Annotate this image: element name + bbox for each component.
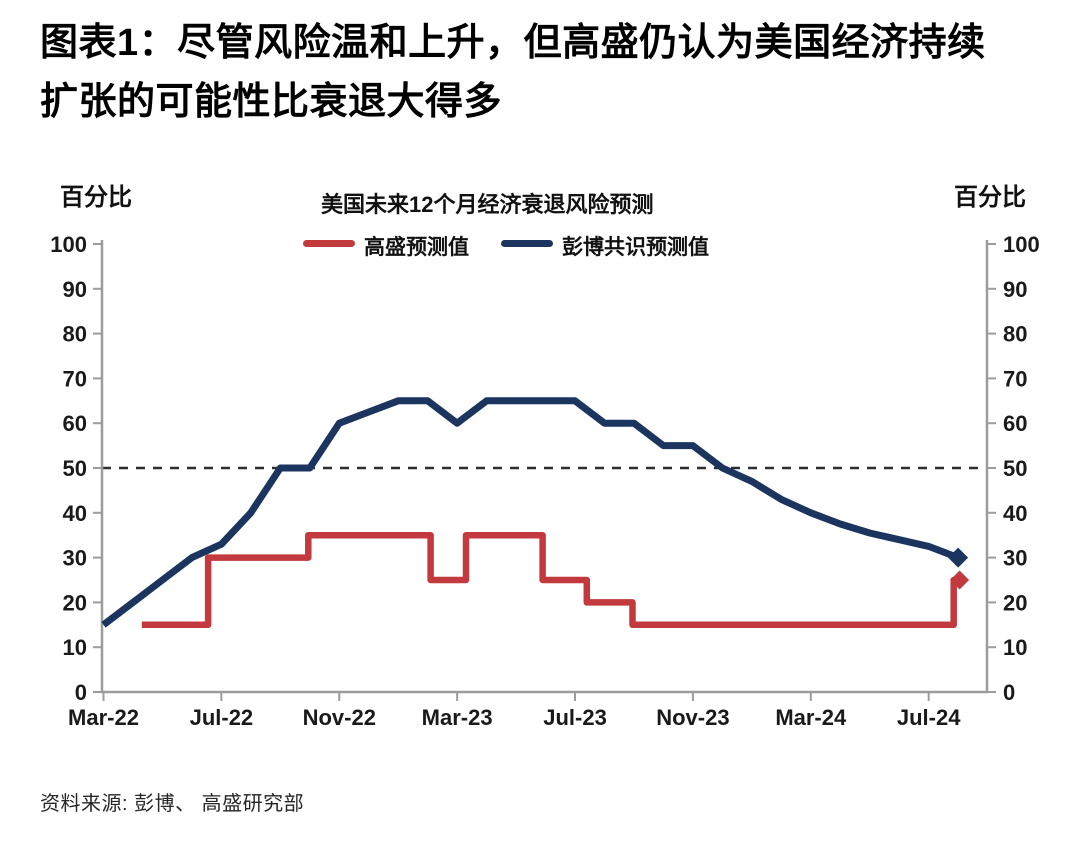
chart-subtitle: 美国未来12个月经济衰退风险预测	[321, 192, 654, 217]
chart-title: 图表1：尽管风险温和上升，但高盛仍认为美国经济持续 扩张的可能性比衰退大得多	[40, 14, 986, 132]
y-tick-label-left-80: 80	[63, 322, 87, 347]
y-axis-unit-right: 百分比	[954, 184, 1026, 211]
y-tick-label-right-20: 20	[1003, 590, 1027, 615]
y-tick-label-left-30: 30	[63, 546, 87, 571]
y-tick-label-right-10: 10	[1003, 635, 1027, 660]
y-tick-label-right-0: 0	[1003, 680, 1015, 705]
y-tick-label-left-20: 20	[63, 590, 87, 615]
bloomberg-consensus-end-diamond	[948, 547, 969, 568]
y-tick-label-left-0: 0	[75, 680, 87, 705]
x-tick-label-Nov-23: Nov-23	[656, 705, 729, 730]
y-tick-label-right-80: 80	[1003, 322, 1027, 347]
x-tick-label-Mar-22: Mar-22	[68, 705, 139, 730]
y-tick-label-right-100: 100	[1003, 232, 1040, 257]
goldman-forecast-line	[141, 531, 960, 629]
legend-label-bloomberg: 彭博共识预测值	[562, 236, 709, 259]
chart-title-line2: 扩张的可能性比衰退大得多	[40, 81, 503, 123]
y-tick-label-left-60: 60	[63, 411, 87, 436]
y-tick-label-left-10: 10	[63, 635, 87, 660]
legend-label-goldman: 高盛预测值	[364, 236, 469, 259]
chart-title-line1: 图表1：尽管风险温和上升，但高盛仍认为美国经济持续	[40, 22, 986, 64]
y-tick-label-right-30: 30	[1003, 546, 1027, 571]
x-tick-label-Jul-24: Jul-24	[897, 705, 961, 730]
x-tick-label-Jul-23: Jul-23	[543, 705, 607, 730]
goldman-forecast-end-diamond	[950, 570, 970, 590]
y-tick-label-right-70: 70	[1003, 366, 1027, 391]
x-tick-label-Mar-24: Mar-24	[775, 705, 847, 730]
y-tick-label-left-70: 70	[63, 366, 87, 391]
y-tick-label-left-90: 90	[63, 277, 87, 302]
y-tick-label-right-40: 40	[1003, 501, 1027, 526]
y-axis-unit-left: 百分比	[60, 184, 132, 211]
y-tick-label-left-50: 50	[63, 456, 87, 481]
x-tick-label-Jul-22: Jul-22	[190, 705, 254, 730]
y-tick-label-right-60: 60	[1003, 411, 1027, 436]
x-tick-label-Nov-22: Nov-22	[303, 705, 376, 730]
source-note: 资料来源: 彭博、 高盛研究部	[40, 793, 305, 815]
x-tick-label-Mar-23: Mar-23	[422, 705, 493, 730]
y-tick-label-left-40: 40	[63, 501, 87, 526]
y-tick-label-left-100: 100	[50, 232, 87, 257]
y-tick-label-right-90: 90	[1003, 277, 1027, 302]
bloomberg-consensus-line	[101, 397, 960, 628]
bloomberg-series-swatch	[501, 240, 553, 247]
goldman-series-swatch	[303, 240, 355, 247]
y-tick-label-right-50: 50	[1003, 456, 1027, 481]
